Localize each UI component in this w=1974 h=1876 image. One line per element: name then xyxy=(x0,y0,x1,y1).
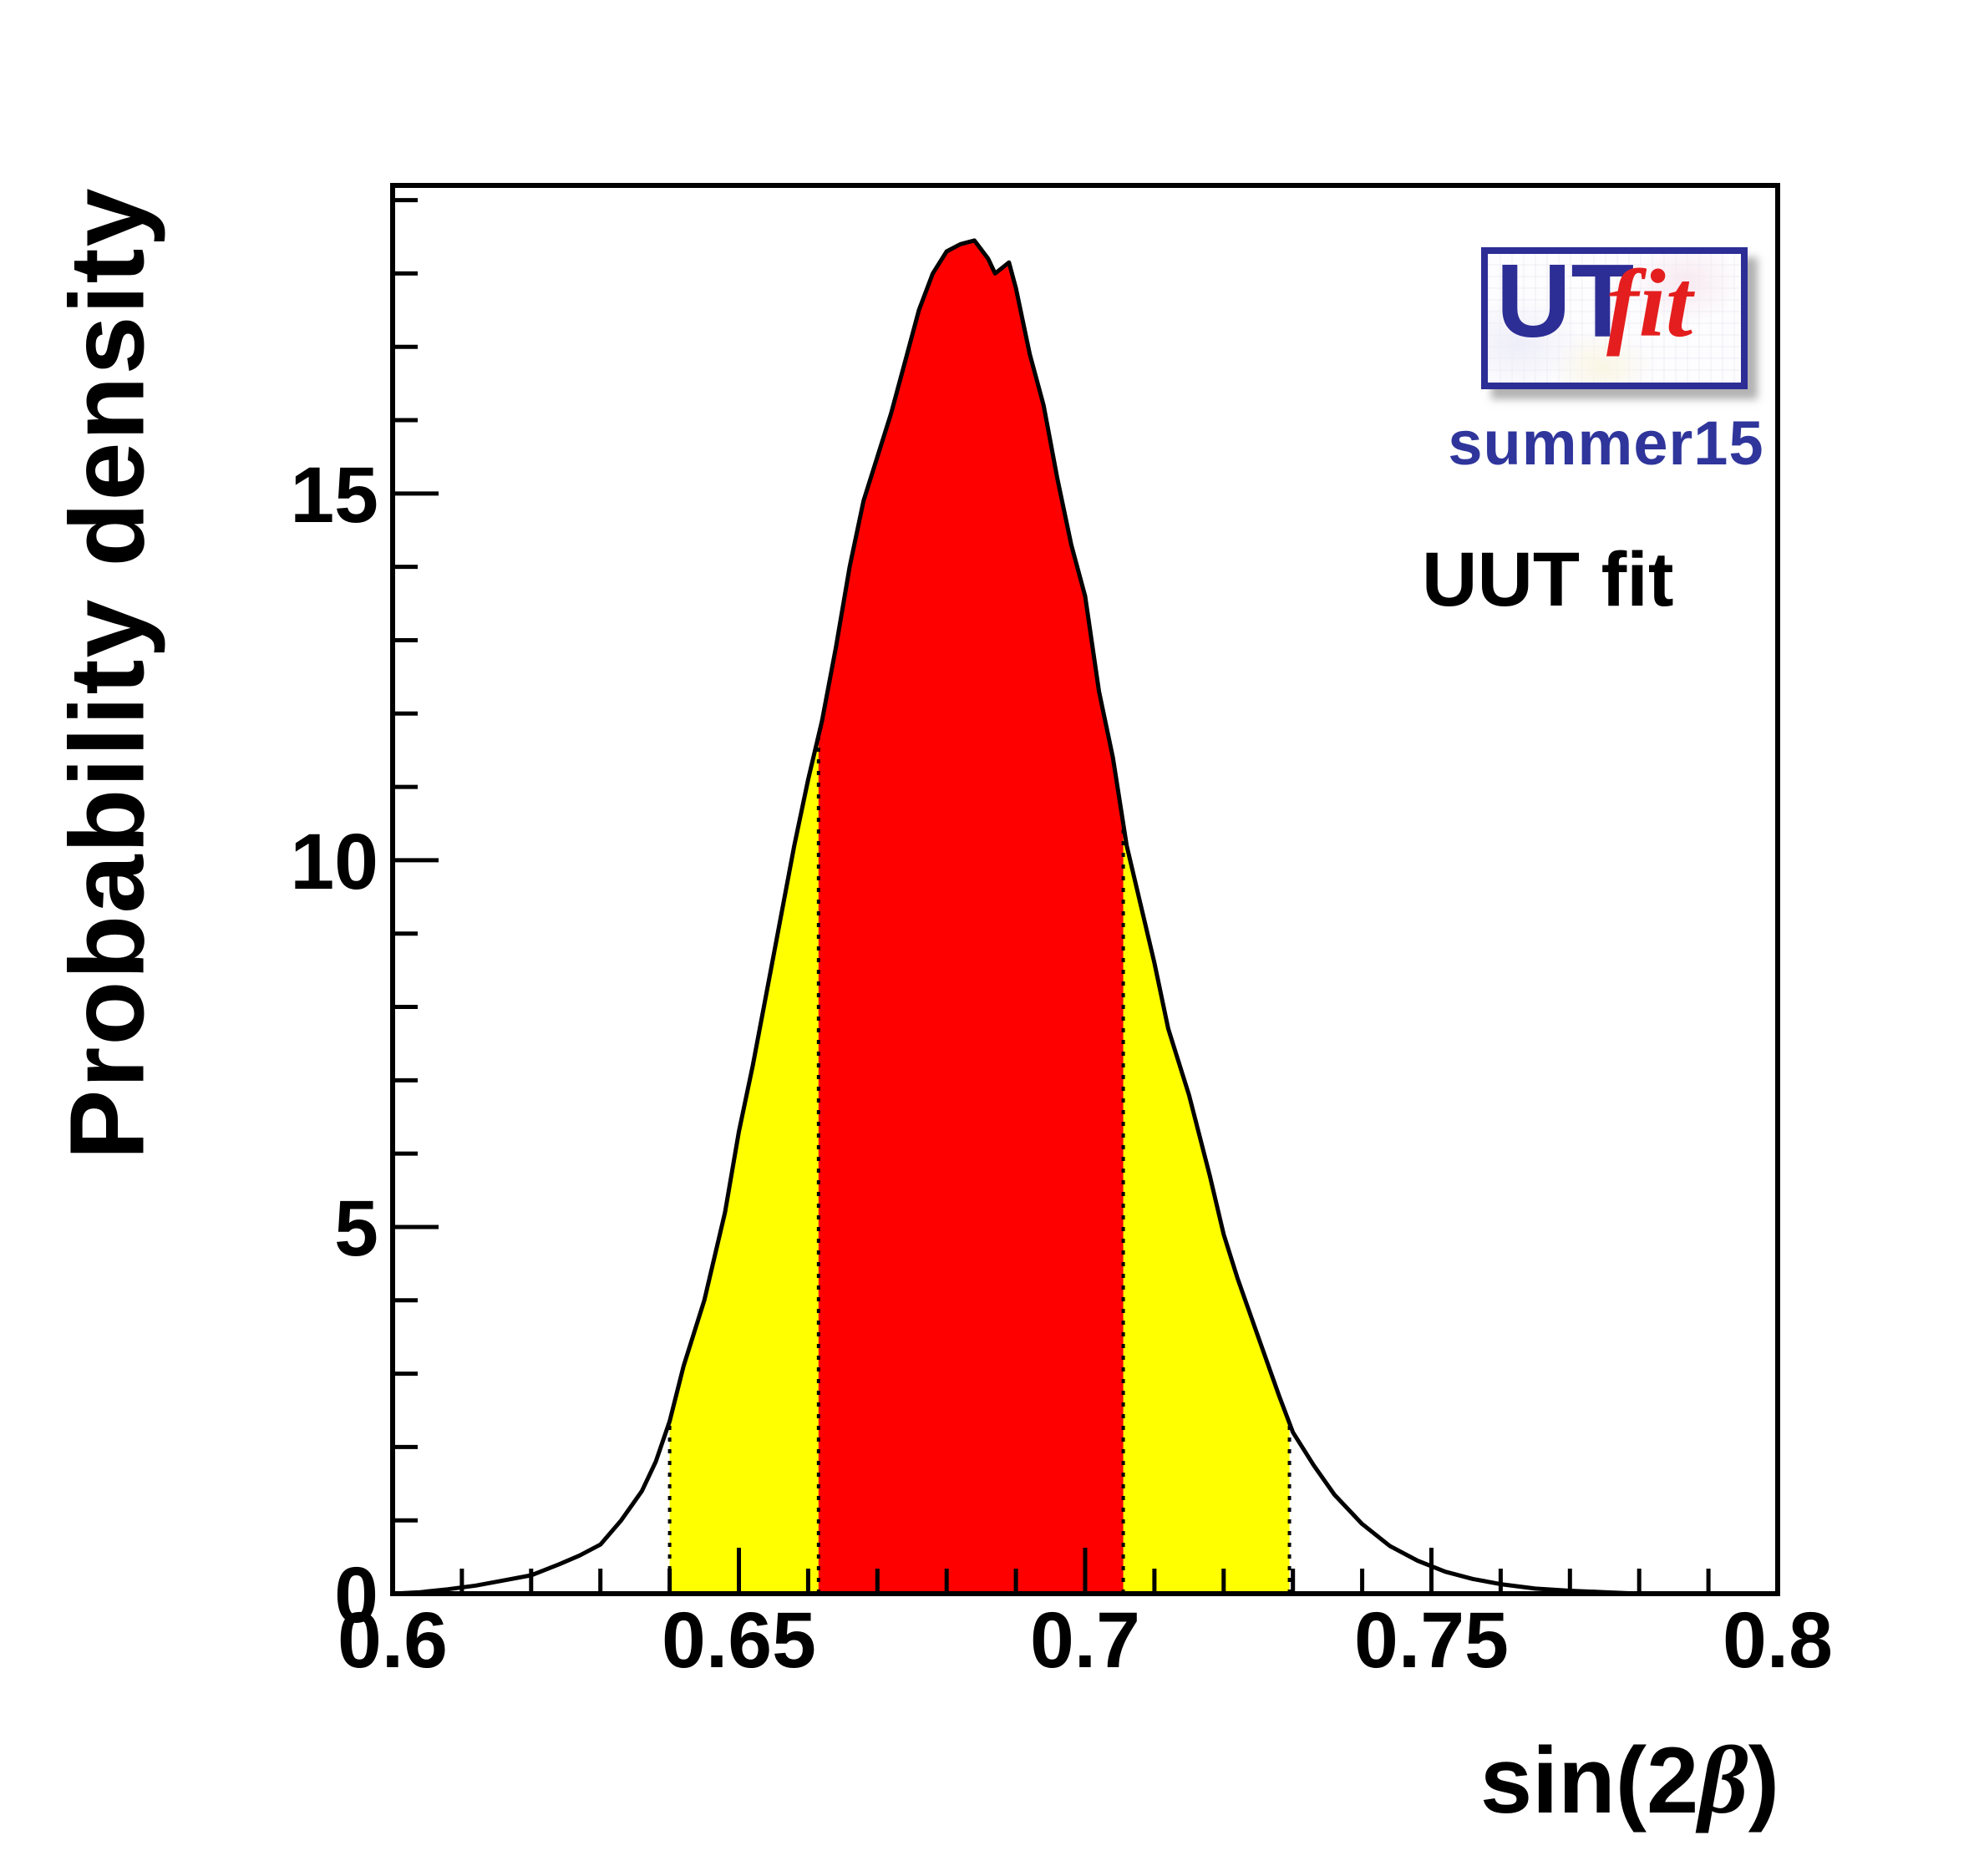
utfit-logo-background xyxy=(1488,254,1741,383)
beta-symbol: β xyxy=(1698,1727,1748,1834)
watermark-subtitle: summer15 xyxy=(1448,408,1764,478)
density-curve xyxy=(392,238,1640,1596)
x-tick-label: 0.6 xyxy=(337,1596,448,1685)
utfit-logo-ut-text: UT xyxy=(1496,244,1635,359)
x-axis-title: sin(2β) xyxy=(1437,1726,1779,1837)
y-tick-label: 10 xyxy=(290,818,378,906)
y-tick-label: 15 xyxy=(290,451,378,540)
x-tick-label: 0.75 xyxy=(1354,1596,1509,1685)
utfit-logo-fit-text: fit xyxy=(1606,251,1693,357)
utfit-logo: UT fit xyxy=(1481,244,1748,389)
fit-annotation: UUT fit xyxy=(1422,537,1674,622)
x-axis-title-close: ) xyxy=(1748,1728,1779,1833)
y-axis-title: Probability density xyxy=(48,186,166,1160)
x-tick-label: 0.8 xyxy=(1723,1596,1833,1685)
x-tick-label: 0.65 xyxy=(662,1596,816,1685)
x-tick-label: 0.7 xyxy=(1030,1596,1140,1685)
y-tick-label: 0 xyxy=(334,1551,378,1640)
x-axis-title-text: sin(2 xyxy=(1479,1728,1699,1833)
band-68-percent xyxy=(818,240,1124,1594)
y-tick-label: 5 xyxy=(334,1184,378,1273)
